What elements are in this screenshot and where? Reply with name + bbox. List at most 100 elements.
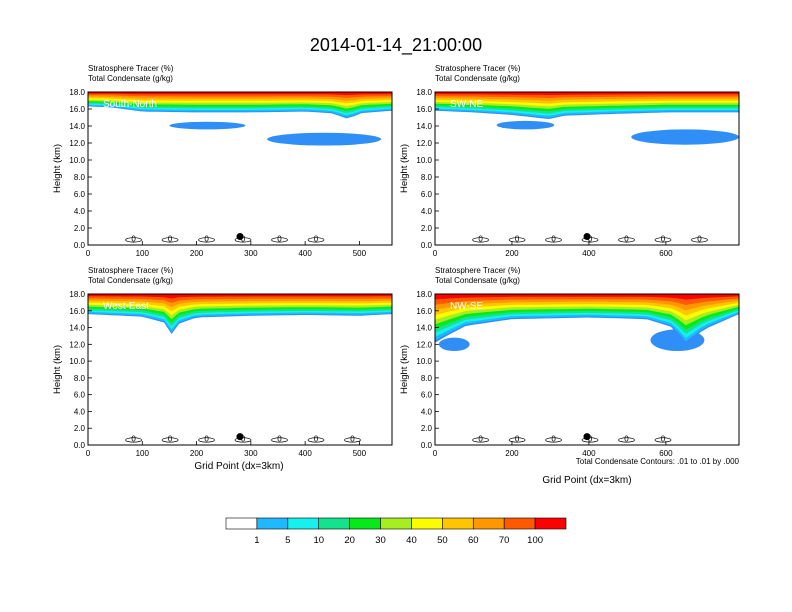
location-marker xyxy=(583,433,591,441)
y-tick-label: 4.0 xyxy=(74,407,86,416)
contour-label: 0 xyxy=(204,435,209,444)
y-tick-label: 14.0 xyxy=(69,122,85,131)
field-label-tracer: Stratosphere Tracer (%) xyxy=(88,64,174,73)
contour-label: 0 xyxy=(697,235,702,244)
y-tick-label: 12.0 xyxy=(416,139,432,148)
x-tick-label: 600 xyxy=(659,449,673,458)
panel-name: SW-NE xyxy=(450,99,483,110)
contour-line xyxy=(161,237,179,243)
y-tick-label: 18.0 xyxy=(69,88,85,97)
contour-label: 0 xyxy=(661,235,666,244)
contour-label: 0 xyxy=(241,235,246,244)
panel-frame xyxy=(87,91,393,246)
x-tick-label: 100 xyxy=(136,249,150,258)
y-tick-label: 14.0 xyxy=(69,324,85,333)
contour-line xyxy=(307,437,325,443)
y-tick-label: 6.0 xyxy=(74,391,86,400)
plot-area: 0 0 0 0 0 0 0 xyxy=(88,294,392,445)
y-tick-label: 18.0 xyxy=(416,88,432,97)
x-tick-label: 400 xyxy=(582,449,596,458)
y-tick-label: 0.0 xyxy=(421,441,433,450)
contour-label: 0 xyxy=(131,435,136,444)
colorbar-label: 70 xyxy=(499,535,510,546)
panels-group: Stratosphere Tracer (%)Total Condensate … xyxy=(52,64,740,458)
x-tick-label: 0 xyxy=(86,249,91,258)
x-tick-label: 0 xyxy=(86,449,91,458)
x-axis-label-left: Grid Point (dx=3km) xyxy=(194,461,283,472)
y-tick-label: 10.0 xyxy=(69,357,85,366)
y-tick-label: 2.0 xyxy=(74,424,86,433)
contour-label: 0 xyxy=(478,435,483,444)
contour-line xyxy=(307,237,325,243)
plot-background xyxy=(88,294,392,445)
contour-label: 0 xyxy=(515,435,520,444)
colorbar-swatch xyxy=(287,517,320,530)
colorbar-label: 5 xyxy=(285,535,290,546)
y-tick-label: 16.0 xyxy=(69,307,85,316)
contour-label: 0 xyxy=(551,435,556,444)
y-axis-label: Height (km) xyxy=(399,144,410,193)
plot-background xyxy=(88,92,392,245)
contour-line xyxy=(125,437,142,443)
colorbar-swatch xyxy=(349,517,381,530)
x-tick-label: 200 xyxy=(190,249,204,258)
colorbar-swatch xyxy=(411,517,443,530)
field-label-condensate: Total Condensate (g/kg) xyxy=(88,276,173,285)
y-tick-label: 14.0 xyxy=(416,122,432,131)
panel-sw-ne: Stratosphere Tracer (%)Total Condensate … xyxy=(399,64,740,258)
colorbar-label: 50 xyxy=(437,535,448,546)
tracer-layer xyxy=(88,92,392,95)
contour-line xyxy=(198,437,215,443)
colorbar-swatch xyxy=(380,517,412,530)
plot-background xyxy=(435,92,739,245)
colorbar: 1 5 10 20 30 40 50 60 70 100 xyxy=(225,517,567,546)
x-tick-label: 600 xyxy=(659,249,673,258)
contour-label: 0 xyxy=(277,235,282,244)
panel-name: NW-SE xyxy=(450,301,483,312)
x-tick-label: 500 xyxy=(353,449,367,458)
field-label-condensate: Total Condensate (g/kg) xyxy=(435,74,520,83)
y-tick-label: 10.0 xyxy=(416,357,432,366)
y-tick-label: 0.0 xyxy=(74,241,86,250)
colorbar-swatch xyxy=(225,517,258,530)
y-tick-label: 8.0 xyxy=(421,173,433,182)
x-tick-label: 100 xyxy=(136,449,150,458)
contour-line xyxy=(125,237,142,243)
y-tick-label: 12.0 xyxy=(69,340,85,349)
y-tick-label: 8.0 xyxy=(421,374,433,383)
contour-line xyxy=(472,437,489,443)
field-label-tracer: Stratosphere Tracer (%) xyxy=(435,64,521,73)
contour-label: 0 xyxy=(515,235,520,244)
y-tick-label: 16.0 xyxy=(416,307,432,316)
colorbar-swatch xyxy=(472,517,505,530)
colorbar-label: 100 xyxy=(527,535,543,546)
contour-line xyxy=(545,437,562,443)
panel-frame xyxy=(434,91,740,246)
y-tick-label: 12.0 xyxy=(69,139,85,148)
colorbar-swatch xyxy=(318,517,350,530)
chart-title: 2014-01-14_21:00:00 xyxy=(310,35,482,56)
panel-south-north: Stratosphere Tracer (%)Total Condensate … xyxy=(52,64,393,258)
plot-area: 0 0 0 0 0 0 xyxy=(88,92,392,245)
x-tick-label: 200 xyxy=(190,449,204,458)
y-tick-label: 18.0 xyxy=(69,290,85,299)
y-tick-label: 0.0 xyxy=(421,241,433,250)
y-tick-label: 4.0 xyxy=(421,407,433,416)
tracer-layer xyxy=(435,294,739,300)
x-tick-label: 200 xyxy=(505,249,519,258)
contour-label: 0 xyxy=(241,435,246,444)
contour-line xyxy=(545,237,562,243)
contour-label: 0 xyxy=(350,435,355,444)
plot-area: 0 0 0 0 0 0 xyxy=(435,294,739,445)
contour-line xyxy=(472,237,489,243)
field-label-condensate: Total Condensate (g/kg) xyxy=(435,276,520,285)
contour-label: 0 xyxy=(314,235,319,244)
x-tick-label: 300 xyxy=(244,449,258,458)
contour-label: 0 xyxy=(168,235,173,244)
contour-label: 0 xyxy=(624,435,629,444)
x-tick-label: 200 xyxy=(505,449,519,458)
panel-west-east: Stratosphere Tracer (%)Total Condensate … xyxy=(52,266,393,458)
colorbar-label: 1 xyxy=(254,535,259,546)
contour-label: 0 xyxy=(588,435,593,444)
